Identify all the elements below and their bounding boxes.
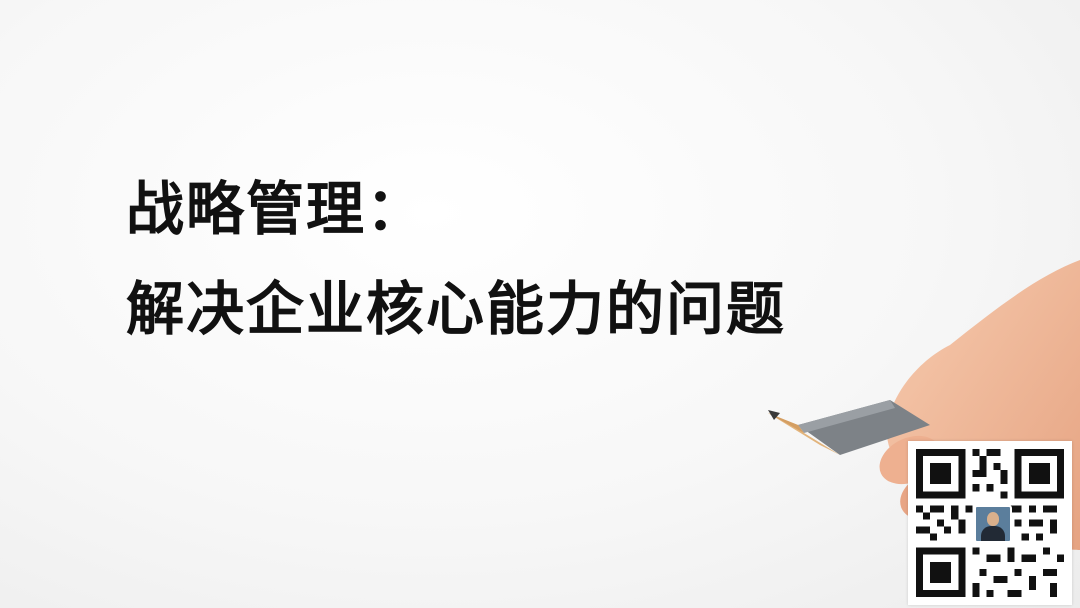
headline-line-1: 战略管理： xyxy=(126,175,427,243)
headline: 战略管理： 解决企业核心能力的问题 xyxy=(126,160,786,360)
avatar-body xyxy=(981,526,1005,541)
headline-line-2: 解决企业核心能力的问题 xyxy=(126,274,787,343)
avatar-head xyxy=(987,512,999,526)
qr-code xyxy=(908,441,1072,605)
qr-code-icon xyxy=(916,449,1064,597)
profile-avatar-icon xyxy=(974,505,1012,543)
